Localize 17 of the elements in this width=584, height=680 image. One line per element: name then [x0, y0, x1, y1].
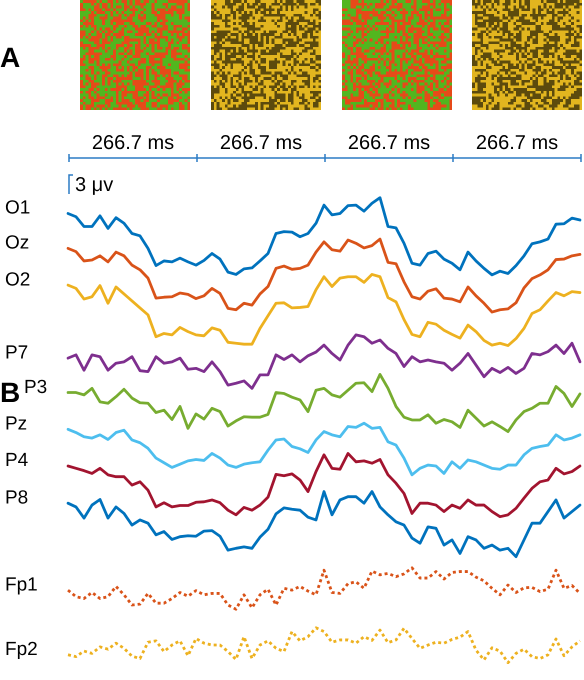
- text: 266.7 ms: [476, 132, 558, 154]
- text: O2: [5, 269, 30, 290]
- text: A: [0, 42, 20, 73]
- text: P8: [5, 487, 28, 508]
- series-label: P3: [24, 376, 48, 398]
- text: 266.7 ms: [92, 132, 174, 154]
- text: P7: [5, 342, 28, 364]
- text: 3 μv: [75, 174, 114, 196]
- text: B: [0, 377, 20, 408]
- text: P4: [5, 450, 29, 472]
- series-label: Fp1: [5, 574, 38, 596]
- text: 266.7 ms: [220, 132, 302, 154]
- text: Oz: [5, 232, 30, 254]
- text: Pz: [5, 414, 28, 435]
- text: 266.7 ms: [348, 132, 430, 154]
- text: O1: [5, 198, 30, 219]
- series-label: Fp2: [5, 639, 38, 660]
